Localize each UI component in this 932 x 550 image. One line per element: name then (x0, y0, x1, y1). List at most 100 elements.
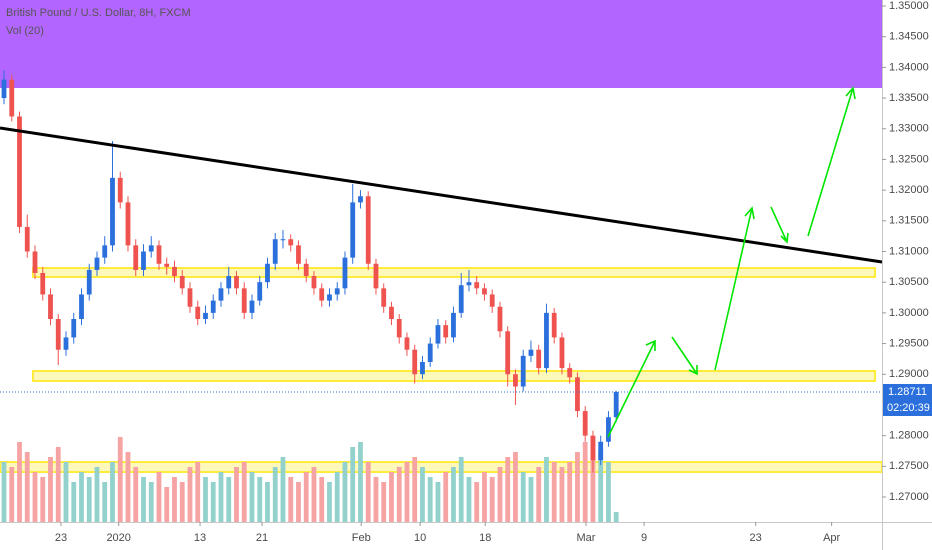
candle-body (613, 391, 619, 418)
volume-bar (551, 462, 557, 522)
candle-body (404, 337, 410, 350)
volume-bar (288, 477, 294, 522)
volume-bar (466, 477, 472, 522)
candle-body (334, 288, 340, 295)
volume-bar (32, 472, 38, 522)
candle-body (79, 294, 84, 320)
x-tick-label: 10 (414, 532, 426, 544)
volume-bar (296, 482, 301, 522)
volume-bar (210, 482, 216, 522)
volume-bar (141, 477, 146, 522)
y-tick-label: 1.29500 (889, 337, 929, 349)
volume-bar (156, 472, 162, 522)
volume-bar (420, 467, 425, 522)
y-tick-label: 1.33000 (889, 123, 929, 135)
zone (31, 369, 877, 383)
volume-bar (474, 482, 480, 522)
candle-body (427, 343, 433, 362)
volume-bar (234, 467, 239, 522)
candle-body (458, 285, 464, 313)
x-tick-label: 23 (750, 532, 762, 544)
price-label-box (883, 383, 932, 400)
volume-bar (443, 472, 449, 522)
volume-bar (125, 452, 131, 522)
candle-body (203, 312, 208, 320)
y-tick-label: 1.34500 (889, 31, 929, 43)
candle-body (373, 263, 379, 289)
candle-body (125, 202, 131, 246)
volume-bar (303, 472, 309, 522)
candle-body (389, 306, 394, 320)
y-tick-label: 1.32000 (889, 184, 929, 196)
volume-bar (280, 457, 286, 522)
volume-bar (590, 437, 596, 522)
candle-body (559, 337, 565, 369)
volume-bar (482, 472, 487, 522)
candle-body (536, 349, 542, 369)
volume-bar (117, 437, 123, 522)
y-tick-label: 1.31500 (889, 215, 929, 227)
candle-body (435, 325, 441, 344)
volume-bar (94, 467, 100, 522)
candle-body (24, 226, 30, 252)
volume-bar (9, 467, 15, 522)
candle-body (241, 288, 247, 313)
candle-body (482, 288, 487, 295)
candle-body (513, 374, 518, 387)
volume-bar (102, 482, 108, 522)
y-tick-label: 1.27500 (889, 460, 929, 472)
volume-bar (241, 462, 247, 522)
candle-body (187, 288, 193, 307)
arrow (714, 206, 755, 371)
x-tick-label: Feb (352, 532, 371, 544)
countdown-box (883, 399, 932, 416)
y-tick-label: 1.35000 (889, 0, 929, 12)
volume-bar (412, 457, 418, 522)
volume-bar (311, 467, 317, 522)
volume-bar (513, 452, 518, 522)
zone (0, 0, 882, 88)
volume-bar (489, 477, 495, 522)
y-tick-label: 1.32500 (889, 153, 929, 165)
volume-pane (1, 437, 619, 522)
volume-bar (396, 467, 402, 522)
candle-body (164, 263, 170, 267)
candle-body (598, 441, 604, 461)
candle-body (17, 116, 22, 227)
volume-bar (265, 482, 270, 522)
volume-bar (148, 482, 154, 522)
candle-body (474, 282, 480, 289)
candle-body (133, 245, 139, 270)
candle-body (544, 312, 549, 369)
candle-body (327, 294, 332, 301)
candle-body (117, 177, 123, 203)
volume-bar (319, 477, 325, 522)
candle-body (94, 257, 100, 270)
y-tick-label: 1.33500 (889, 92, 929, 104)
x-tick-label: 18 (479, 532, 491, 544)
zones (0, 0, 883, 474)
candle-body (528, 349, 534, 356)
volume-bar (528, 477, 534, 522)
candle-body (520, 355, 526, 387)
volume-bar (497, 467, 503, 522)
volume-bar (172, 477, 177, 522)
candle-body (218, 288, 224, 301)
volume-bar (451, 467, 456, 522)
volume-bar (48, 457, 53, 522)
volume-bar (86, 477, 92, 522)
volume-bar (458, 457, 464, 522)
price-label: 1.28711 (888, 386, 927, 398)
candle-body (141, 251, 146, 270)
y-tick-label: 1.27000 (889, 491, 929, 503)
volume-bar (17, 442, 22, 522)
candle-body (48, 294, 53, 320)
candle-body (443, 325, 449, 338)
candle-body (342, 257, 348, 289)
candle-body (179, 276, 185, 289)
volume-bar (350, 447, 356, 522)
candle-body (303, 263, 309, 277)
arrow (770, 206, 789, 244)
y-tick-label: 1.30000 (889, 307, 929, 319)
